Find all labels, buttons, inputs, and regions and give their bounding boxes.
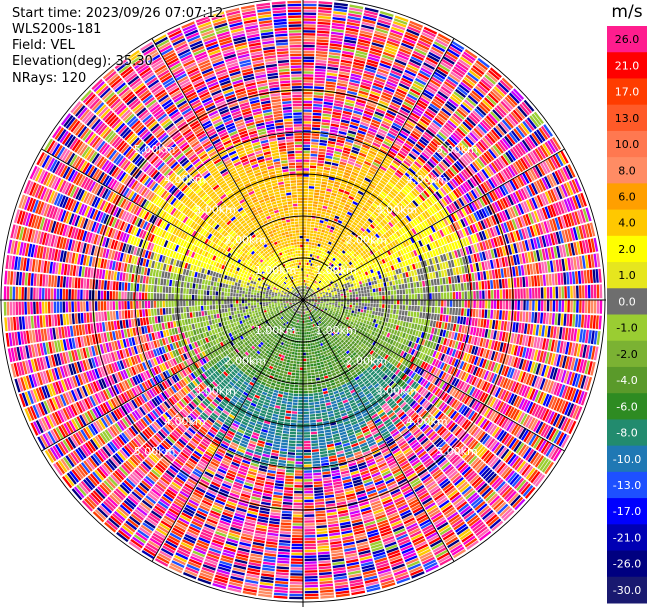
velocity-gate-group bbox=[3, 7, 603, 594]
colorbar-tick-label: -10.0 bbox=[613, 453, 641, 466]
velocity-gate-group bbox=[5, 1, 602, 594]
colorbar-swatch bbox=[607, 314, 647, 342]
colorbar-swatch bbox=[607, 288, 647, 315]
range-ring-label: 1.00km bbox=[255, 324, 297, 337]
azimuth-spoke bbox=[302, 299, 565, 452]
colorbar-swatch bbox=[607, 78, 647, 106]
colorbar-swatch bbox=[607, 445, 647, 473]
colorbar-swatch bbox=[607, 340, 647, 368]
colorbar-tick-label: 8.0 bbox=[618, 164, 636, 177]
azimuth-spoke bbox=[302, 299, 455, 562]
colorbar-swatch bbox=[607, 262, 647, 289]
colorbar-swatch bbox=[607, 366, 647, 394]
ppi-plot: 1.00km 1.00km 1.00km 1.00km 2.00km 2.00km 2.00… bbox=[0, 0, 606, 607]
range-ring-label: 4.00km bbox=[406, 173, 448, 186]
azimuth-spoke bbox=[151, 299, 304, 562]
velocity-gate-group bbox=[187, 355, 420, 473]
range-ring-label: 4.00km bbox=[406, 415, 448, 428]
range-ring-label: 2.00km bbox=[346, 355, 388, 368]
range-ring-label: 2.00km bbox=[346, 234, 388, 247]
range-ring-label: 1.00km bbox=[315, 324, 357, 337]
colorbar-tick-label: -6.0 bbox=[616, 400, 637, 413]
velocity-gate-group bbox=[192, 310, 410, 406]
colorbar-tick-label: -1.0 bbox=[616, 322, 637, 335]
velocity-gate-group bbox=[174, 304, 436, 394]
range-ring-label: 5.00km bbox=[134, 445, 176, 458]
range-ring-label: 4.00km bbox=[164, 415, 206, 428]
velocity-gate-group bbox=[196, 372, 396, 473]
colorbar-tick-label: 6.0 bbox=[618, 191, 636, 204]
velocity-gate-group bbox=[7, 0, 603, 593]
velocity-gate-group bbox=[6, 7, 597, 599]
colorbar-swatch bbox=[607, 26, 647, 53]
colorbar-swatch bbox=[607, 393, 647, 420]
range-ring-label: 3.00km bbox=[376, 385, 418, 398]
colorbar-tick-label: -13.0 bbox=[613, 479, 641, 492]
azimuth-spoke bbox=[41, 148, 304, 301]
colorbar-tick-label: 4.0 bbox=[618, 217, 636, 230]
colorbar-swatch bbox=[607, 498, 647, 525]
nrays-label: NRays: 120 bbox=[12, 71, 87, 86]
azimuth-spoke bbox=[41, 299, 304, 452]
colorbar-swatch bbox=[607, 576, 647, 604]
colorbar-swatch bbox=[607, 235, 647, 263]
colorbar-swatch bbox=[607, 52, 647, 79]
instrument-label: WLS200s-181 bbox=[12, 22, 102, 37]
range-ring-label: 1.00km bbox=[315, 264, 357, 277]
colorbar-swatch bbox=[607, 550, 647, 578]
azimuth-spoke bbox=[151, 38, 304, 301]
azimuth-spoke bbox=[302, 148, 565, 301]
colorbar-swatch bbox=[607, 104, 647, 132]
range-ring-label: 3.00km bbox=[194, 385, 236, 398]
range-ring-label: 3.00km bbox=[194, 203, 236, 216]
colorbar-swatch bbox=[607, 419, 647, 447]
colorbar-swatch bbox=[607, 471, 647, 499]
field-label: Field: VEL bbox=[12, 38, 75, 53]
colorbar-tick-label: -4.0 bbox=[616, 374, 637, 387]
colorbar-tick-label: -8.0 bbox=[616, 427, 637, 440]
range-ring-label: 2.00km bbox=[225, 355, 267, 368]
colorbar-tick-label: 21.0 bbox=[615, 59, 640, 72]
range-ring-label: 3.00km bbox=[376, 203, 418, 216]
colorbar-tick-label: -21.0 bbox=[613, 531, 641, 544]
colorbar-unit: m/s bbox=[611, 2, 642, 22]
velocity-gate-group bbox=[158, 303, 450, 383]
colorbar-tick-label: 1.0 bbox=[618, 269, 636, 282]
colorbar-tick-label: 2.0 bbox=[618, 243, 636, 256]
range-ring-label: 1.00km bbox=[255, 264, 297, 277]
colorbar-tick-label: 0.0 bbox=[618, 295, 636, 308]
velocity-gate-group bbox=[131, 238, 483, 298]
start-time-label: Start time: 2023/09/26 07:07:12 bbox=[12, 6, 224, 21]
colorbar-tick-label: -30.0 bbox=[613, 584, 641, 597]
colorbar-tick-label: 26.0 bbox=[615, 33, 640, 46]
colorbar-swatch bbox=[607, 524, 647, 552]
range-ring-labels: 1.00km 1.00km 1.00km 1.00km 2.00km 2.00km 2.00… bbox=[134, 143, 478, 458]
colorbar-tick-label: -17.0 bbox=[613, 505, 641, 518]
range-ring-label: 5.00km bbox=[134, 143, 176, 156]
colorbar-tick-label: -2.0 bbox=[616, 348, 637, 361]
colorbar-swatch bbox=[607, 183, 647, 211]
range-ring-label: 5.00km bbox=[436, 143, 478, 156]
colorbar-tick-label: 17.0 bbox=[615, 86, 640, 99]
velocity-gate-group bbox=[127, 162, 479, 296]
range-ring-label: 5.00km bbox=[436, 445, 478, 458]
colorbar-swatch bbox=[607, 130, 647, 158]
azimuth-spokes bbox=[0, 0, 606, 607]
colorbar: m/s 26.0 21.0 17.0 13.0 10.0 8.0 6.0 4.0 2.0 1.0 0.… bbox=[607, 2, 647, 604]
colorbar-tick-label: -26.0 bbox=[613, 558, 641, 571]
colorbar-tick-label: 13.0 bbox=[615, 112, 640, 125]
range-ring-label: 2.00km bbox=[225, 234, 267, 247]
velocity-gate-group bbox=[124, 244, 479, 335]
colorbar-tick-label: 10.0 bbox=[615, 138, 640, 151]
velocity-gate-group bbox=[212, 143, 383, 255]
colorbar-swatch bbox=[607, 157, 647, 184]
elevation-label: Elevation(deg): 35.30 bbox=[12, 54, 153, 69]
azimuth-spoke bbox=[302, 38, 455, 301]
colorbar-swatch bbox=[607, 209, 647, 237]
range-ring-label: 4.00km bbox=[164, 173, 206, 186]
